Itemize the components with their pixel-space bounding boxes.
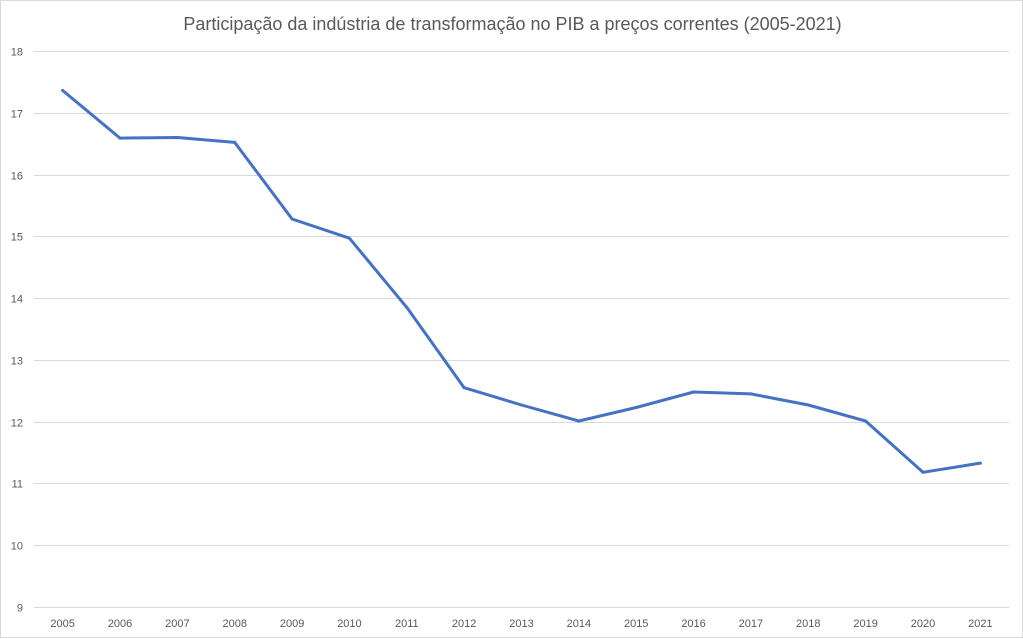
y-tick-label: 9 xyxy=(17,603,23,615)
data-point-2006 xyxy=(118,136,122,140)
data-point-2012 xyxy=(462,386,466,390)
x-tick-label: 2011 xyxy=(395,618,419,630)
data-point-2013 xyxy=(520,403,523,407)
x-tick-label: 2016 xyxy=(681,618,705,630)
data-point-2014 xyxy=(577,419,581,423)
x-tick-label: 2010 xyxy=(337,618,361,630)
x-tick-label: 2008 xyxy=(222,618,246,630)
y-tick-label: 11 xyxy=(12,479,23,491)
x-axis-labels: 2005 2006 2007 2008 2009 2010 2011 2012 2013 2014… xyxy=(50,618,992,630)
x-tick-label: 2018 xyxy=(796,618,820,630)
data-point-2015 xyxy=(634,406,638,409)
data-point-2021 xyxy=(978,461,982,465)
data-point-2007 xyxy=(175,136,179,139)
x-tick-label: 2017 xyxy=(739,618,763,630)
x-tick-label: 2009 xyxy=(280,618,304,630)
x-tick-label: 2015 xyxy=(624,618,648,630)
gridlines xyxy=(34,51,1009,608)
y-tick-label: 10 xyxy=(11,541,23,553)
data-point-2019 xyxy=(864,419,868,423)
x-tick-label: 2013 xyxy=(509,618,533,630)
data-point-2009 xyxy=(290,217,294,221)
data-point-2016 xyxy=(692,390,696,394)
x-tick-label: 2012 xyxy=(452,618,476,630)
series-layer xyxy=(61,89,982,474)
x-tick-label: 2005 xyxy=(50,618,74,630)
x-tick-label: 2020 xyxy=(911,618,935,630)
y-tick-label: 12 xyxy=(11,418,23,430)
x-tick-label: 2006 xyxy=(108,618,132,630)
y-tick-label: 14 xyxy=(11,294,23,306)
y-tick-label: 16 xyxy=(11,171,23,183)
y-tick-label: 17 xyxy=(11,109,23,121)
y-axis-labels: 9 10 11 12 13 14 15 16 17 18 xyxy=(11,47,23,615)
y-tick-label: 18 xyxy=(11,47,23,59)
data-point-2010 xyxy=(347,236,351,240)
y-tick-label: 15 xyxy=(11,232,23,244)
data-point-2020 xyxy=(921,470,925,474)
data-point-2017 xyxy=(749,392,753,396)
series-line-0 xyxy=(61,89,982,474)
x-tick-label: 2019 xyxy=(853,618,877,630)
data-point-2018 xyxy=(806,403,810,407)
data-point-2005 xyxy=(61,89,65,92)
data-point-2008 xyxy=(233,140,237,144)
y-tick-label: 13 xyxy=(11,356,23,368)
x-tick-label: 2021 xyxy=(968,618,992,630)
data-point-2011 xyxy=(405,305,409,309)
x-tick-label: 2014 xyxy=(567,618,591,630)
x-tick-label: 2007 xyxy=(165,618,189,630)
chart-title: Participação da indústria de transformaç… xyxy=(183,14,842,34)
